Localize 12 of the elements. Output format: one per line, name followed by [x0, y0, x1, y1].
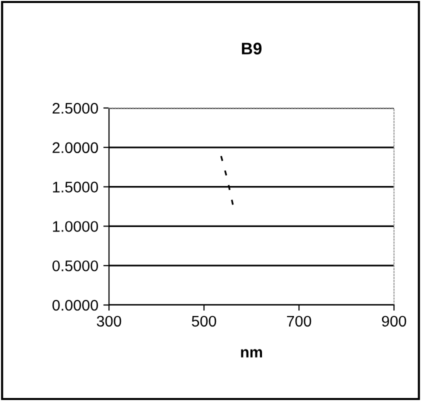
y-tick-label: 2.0000 — [52, 142, 98, 154]
y-tick-label: 0.0000 — [52, 300, 98, 311]
chart-title: B9 — [242, 42, 262, 54]
y-tick-label: 1.5000 — [53, 182, 98, 192]
y-tick-label: 2.5000 — [52, 102, 98, 114]
x-tick-label: 500 — [192, 316, 216, 327]
y-tick-label: 1.0000 — [53, 221, 98, 232]
x-tick-label: 700 — [287, 316, 312, 327]
x-tick-label: 300 — [96, 316, 122, 327]
x-axis-title: nm — [241, 349, 262, 358]
x-tick-label: 900 — [382, 316, 406, 327]
y-tick-label: 0.5000 — [52, 260, 98, 272]
